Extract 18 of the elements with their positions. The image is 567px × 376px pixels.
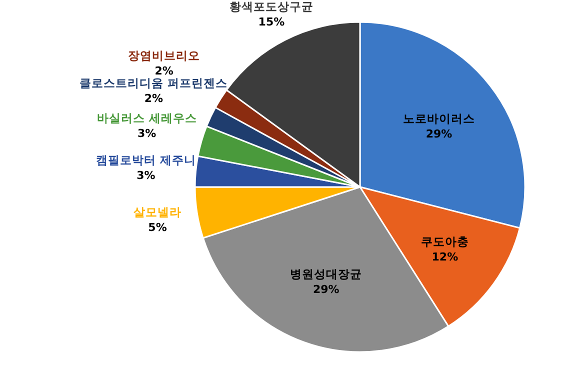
slice-label: 장염비브리오 xyxy=(128,48,200,63)
data-label: 29% xyxy=(312,283,340,296)
slice-label: 노로바이러스 xyxy=(403,112,476,126)
slice-label: 쿠도아충 xyxy=(420,234,469,249)
data-label: 3% xyxy=(136,168,156,182)
data-label: 2% xyxy=(144,92,164,105)
slice-label: 클로스트리디움 퍼프린젠스 xyxy=(80,76,228,90)
data-label: 2% xyxy=(154,64,174,78)
data-label: 29% xyxy=(426,128,452,141)
data-label: 3% xyxy=(137,127,156,140)
slice-label: 캠필로박터 제주니 xyxy=(96,152,196,167)
data-label: 5% xyxy=(148,221,167,234)
data-label: 12% xyxy=(432,250,458,264)
slice-label: 병원성대장균 xyxy=(290,267,362,282)
slice-label: 살모넬라 xyxy=(134,205,182,220)
slice-label: 황색포도상구균 xyxy=(229,0,314,14)
data-label: 15% xyxy=(258,15,285,28)
slice-label: 바실러스 세레우스 xyxy=(96,111,197,126)
